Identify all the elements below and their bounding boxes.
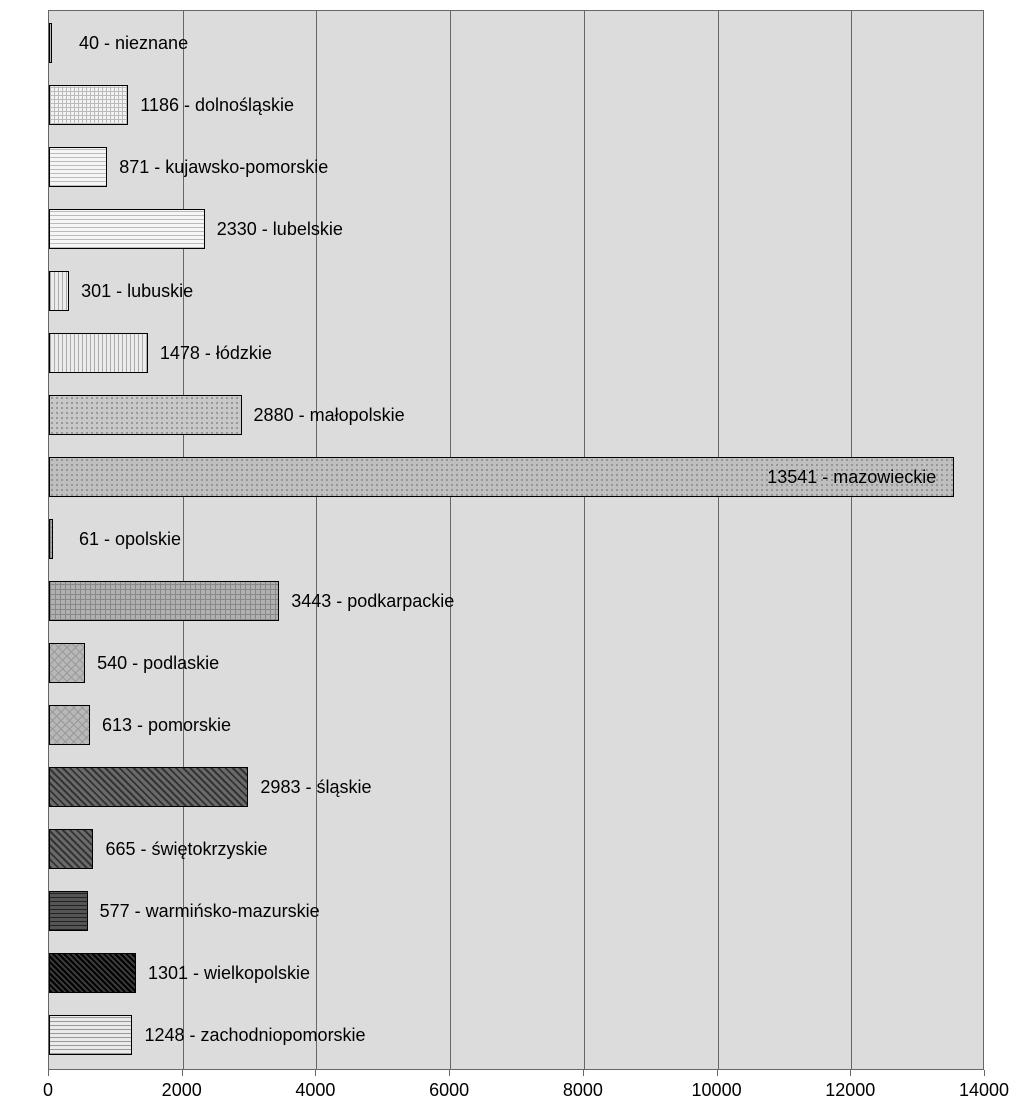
bar: [49, 705, 90, 745]
bar-label: 871 - kujawsko-pomorskie: [119, 147, 328, 187]
gridline: [450, 11, 451, 1069]
bar-label: 3443 - podkarpackie: [291, 581, 454, 621]
x-tick: [48, 1070, 49, 1076]
bar: [49, 85, 128, 125]
gridline: [718, 11, 719, 1069]
x-tick: [182, 1070, 183, 1076]
x-tick: [717, 1070, 718, 1076]
x-tick-label: 0: [43, 1080, 53, 1101]
bar-label: 613 - pomorskie: [102, 705, 231, 745]
bar: [49, 1015, 132, 1055]
x-tick-label: 6000: [429, 1080, 469, 1101]
bar: [49, 147, 107, 187]
bar-label: 40 - nieznane: [79, 23, 188, 63]
bar: [49, 767, 248, 807]
x-tick-label: 14000: [959, 1080, 1009, 1101]
bar-label: 2880 - małopolskie: [254, 395, 405, 435]
bar-label: 665 - świętokrzyskie: [105, 829, 267, 869]
gridline: [851, 11, 852, 1069]
bar-label: 13541 - mazowieckie: [767, 457, 936, 497]
bar-label: 1301 - wielkopolskie: [148, 953, 310, 993]
x-tick-label: 4000: [295, 1080, 335, 1101]
x-tick: [583, 1070, 584, 1076]
bar: [49, 829, 93, 869]
bar: [49, 953, 136, 993]
chart-plot-area: 40 - nieznane 1186 - dolnośląskie 871 - ku…: [48, 10, 984, 1070]
bar-label: 1186 - dolnośląskie: [140, 85, 294, 125]
bar: [49, 209, 205, 249]
bar-label: 577 - warmińsko-mazurskie: [100, 891, 320, 931]
bar-label: 540 - podlaskie: [97, 643, 219, 683]
bar-label: 1478 - łódzkie: [160, 333, 272, 373]
x-tick-label: 12000: [825, 1080, 875, 1101]
gridline: [584, 11, 585, 1069]
x-tick-label: 8000: [563, 1080, 603, 1101]
bar-label: 61 - opolskie: [79, 519, 181, 559]
x-tick: [315, 1070, 316, 1076]
bar-label: 1248 - zachodniopomorskie: [144, 1015, 365, 1055]
x-tick-label: 10000: [692, 1080, 742, 1101]
x-tick: [449, 1070, 450, 1076]
bar: [49, 395, 242, 435]
bar-label: 301 - lubuskie: [81, 271, 193, 311]
bar: [49, 891, 88, 931]
bar: [49, 23, 52, 63]
x-tick: [984, 1070, 985, 1076]
bar-label: 2330 - lubelskie: [217, 209, 343, 249]
bar: [49, 581, 279, 621]
bar: [49, 643, 85, 683]
bar: [49, 519, 53, 559]
bar-label: 2983 - śląskie: [260, 767, 371, 807]
x-tick: [850, 1070, 851, 1076]
x-tick-label: 2000: [162, 1080, 202, 1101]
bar: [49, 333, 148, 373]
bar: [49, 271, 69, 311]
